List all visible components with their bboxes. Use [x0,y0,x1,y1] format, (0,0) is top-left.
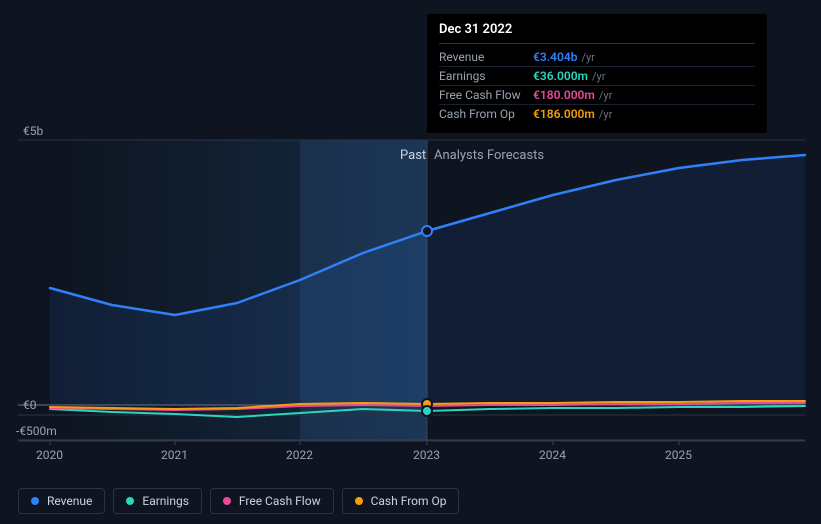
tooltip-row-unit: /yr [581,51,594,64]
tooltip-row-value: €36.000m [533,69,588,83]
tooltip-row-value: €180.000m [533,88,595,102]
legend-label: Cash From Op [371,494,447,508]
tooltip-row-value: €186.000m [533,107,595,121]
x-tick-label: 2020 [36,448,63,462]
x-tick-label: 2022 [286,448,313,462]
tooltip-row: Earnings €36.000m /yr [439,67,755,86]
legend-label: Free Cash Flow [239,494,321,508]
tooltip-row: Free Cash Flow €180.000m /yr [439,86,755,105]
legend-item-earnings[interactable]: Earnings [113,488,202,514]
forecast-region-label: Analysts Forecasts [434,148,544,163]
legend-label: Earnings [142,494,189,508]
tooltip-row: Cash From Op €186.000m /yr [439,105,755,123]
legend-swatch [126,497,134,505]
legend-swatch [355,497,363,505]
legend-swatch [223,497,231,505]
y-tick-label: €0 [23,398,37,412]
tooltip-row: Revenue €3.404b /yr [439,48,755,67]
tooltip-row-unit: /yr [592,70,605,83]
tooltip-row-unit: /yr [599,89,612,102]
legend-label: Revenue [47,494,92,508]
legend-item-fcf[interactable]: Free Cash Flow [210,488,334,514]
legend-item-revenue[interactable]: Revenue [18,488,105,514]
tooltip-row-unit: /yr [599,108,612,121]
past-region-label: Past [400,148,426,163]
y-tick-label: €5b [23,124,43,138]
tooltip-row-label: Earnings [439,69,533,83]
financials-forecast-chart: { "background_color": "#0e1420", "plot":… [0,0,821,524]
x-tick-label: 2024 [539,448,566,462]
tooltip-title: Dec 31 2022 [439,22,755,44]
y-tick-label: -€500m [16,424,57,438]
tooltip-row-label: Revenue [439,50,533,64]
x-tick-label: 2021 [161,448,188,462]
tooltip-row-value: €3.404b [533,50,577,64]
tooltip-row-label: Cash From Op [439,107,533,121]
x-tick-label: 2023 [413,448,440,462]
datapoint-tooltip: Dec 31 2022 Revenue €3.404b /yr Earnings… [427,14,767,133]
chart-legend: Revenue Earnings Free Cash Flow Cash Fro… [18,488,459,514]
tooltip-row-label: Free Cash Flow [439,88,533,102]
x-tick-label: 2025 [665,448,692,462]
legend-swatch [31,497,39,505]
legend-item-cfo[interactable]: Cash From Op [342,488,460,514]
